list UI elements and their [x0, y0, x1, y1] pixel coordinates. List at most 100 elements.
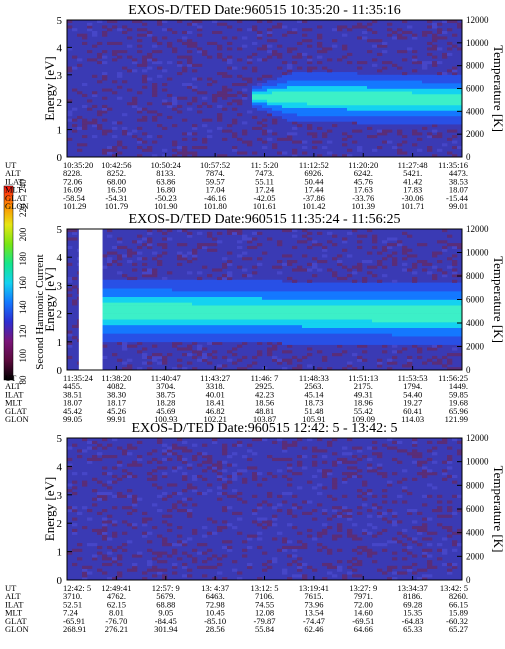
spectrogram-cell [122, 274, 128, 278]
spectrogram-cell [222, 333, 228, 337]
spectrogram-cell [452, 104, 458, 108]
spectrogram-cell [412, 460, 418, 464]
spectrogram-cell [72, 302, 78, 306]
spectrogram-cell [407, 307, 413, 312]
spectrogram-cell [277, 240, 283, 244]
spectrogram-cell [457, 245, 463, 250]
spectrogram-cell [142, 302, 148, 306]
spectrogram-cell [332, 99, 338, 103]
spectrogram-cell [87, 440, 93, 444]
spectrogram-cell [117, 319, 123, 323]
spectrogram-cell [402, 313, 408, 317]
spectrogram-cell [407, 104, 413, 108]
spectrogram-cell [387, 330, 393, 334]
spectrogram-cell [397, 50, 403, 54]
spectrogram-cell [352, 336, 358, 340]
spectrogram-cell [442, 77, 448, 81]
spectrogram-cell [352, 568, 358, 572]
spectrogram-cell [377, 338, 383, 343]
spectrogram-cell [447, 466, 453, 470]
spectrogram-cell [272, 265, 278, 269]
spectrogram-cell [202, 543, 208, 547]
spectrogram-cell [227, 305, 233, 309]
spectrogram-cell [102, 327, 108, 331]
spectrogram-cell [437, 344, 443, 348]
spectrogram-cell [317, 44, 323, 48]
spectrogram-cell [292, 288, 298, 292]
spectrogram-cell [332, 313, 338, 317]
y2-tick-label: 8000 [466, 271, 485, 281]
spectrogram-cell [102, 265, 108, 269]
spectrogram-cell [112, 322, 118, 326]
spectrogram-cell [412, 279, 418, 283]
spectrogram-cell [107, 486, 113, 490]
spectrogram-cell [137, 146, 143, 150]
spectrogram-cell [337, 296, 343, 300]
spectrogram-cell [412, 537, 418, 541]
spectrogram-cell [137, 91, 143, 95]
spectrogram-cell [377, 313, 383, 317]
spectrogram-cell [292, 115, 298, 119]
spectrogram-cell [382, 472, 388, 476]
spectrogram-cell [102, 483, 108, 487]
spectrogram-cell [217, 562, 223, 567]
spectrogram-cell [397, 132, 403, 136]
spectrogram-cell [382, 338, 388, 343]
spectrogram-cell [432, 361, 438, 365]
spectrogram-cell [357, 234, 363, 238]
spectrogram-cell [357, 358, 363, 362]
spectrogram-cell [397, 77, 403, 81]
spectrogram-cell [332, 480, 338, 484]
spectrogram-cell [152, 279, 158, 283]
spectrogram-cell [377, 466, 383, 470]
spectrogram-cell [407, 316, 413, 320]
spectrogram-cell [427, 148, 433, 152]
spectrogram-cell [177, 347, 183, 351]
spectrogram-cell [187, 271, 193, 275]
spectrogram-cell [102, 118, 108, 122]
spectrogram-cell [237, 102, 243, 106]
spectrogram-cell [117, 330, 123, 334]
spectrogram-cell [292, 118, 298, 122]
orbit-value: 99.91 [107, 414, 126, 424]
spectrogram-cell [282, 324, 288, 328]
spectrogram-cell [207, 243, 213, 247]
spectrogram-cell [177, 299, 183, 303]
spectrogram-cell [272, 324, 278, 328]
spectrogram-cell [287, 307, 293, 312]
spectrogram-cell [362, 88, 368, 92]
spectrogram-cell [137, 324, 143, 328]
spectrogram-cell [172, 285, 178, 289]
spectrogram-cell [157, 61, 163, 65]
spectrogram-cell [362, 99, 368, 103]
spectrogram-cell [397, 299, 403, 303]
spectrogram-cell [392, 282, 398, 286]
spectrogram-cell [417, 472, 423, 476]
spectrogram-cell [162, 279, 168, 283]
spectrogram-cell [312, 146, 318, 150]
y-tick-label: 4 [57, 461, 63, 473]
spectrogram-cell [307, 74, 313, 78]
spectrogram-cell [317, 231, 323, 235]
spectrogram-cell [382, 115, 388, 119]
spectrogram-cell [452, 474, 458, 479]
spectrogram-cell [132, 497, 138, 501]
spectrogram-cell [362, 528, 368, 533]
spectrogram-cell [442, 537, 448, 541]
spectrogram-cell [162, 474, 168, 479]
spectrogram-cell [327, 324, 333, 328]
spectrogram-cell [187, 466, 193, 470]
spectrogram-cell [417, 291, 423, 295]
orbit-value: -74.47 [303, 616, 325, 626]
spectrogram-cell [162, 307, 168, 312]
spectrogram-cell [447, 41, 453, 45]
spectrogram-cell [392, 557, 398, 561]
spectrogram-cell [437, 333, 443, 337]
spectrogram-cell [312, 305, 318, 309]
spectrogram-cell [407, 305, 413, 309]
spectrogram-cell [107, 577, 113, 581]
spectrogram-cell [112, 353, 118, 357]
spectrogram-cell [92, 118, 98, 122]
spectrogram-cell [312, 140, 318, 144]
spectrogram-cell [402, 571, 408, 575]
